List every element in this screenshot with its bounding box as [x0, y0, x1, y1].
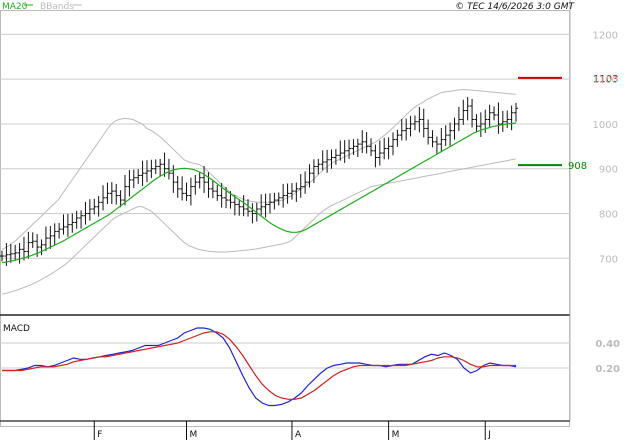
price-tick-label: 900: [599, 165, 618, 176]
resistance-label: 1103: [593, 74, 618, 85]
date-tick-label: J: [487, 430, 491, 440]
price-axis-ticks: 700 800 900 1000 1100 1200: [593, 30, 618, 265]
signal-line: [2, 331, 516, 400]
price-tick-label: 1200: [593, 30, 618, 41]
price-gridlines: [0, 33, 570, 259]
date-tick-label: M: [392, 430, 400, 440]
price-tick-label: 1100: [593, 75, 618, 86]
macd-line: [2, 327, 517, 407]
price-bars: [0, 97, 518, 266]
legend-bbands: BBands: [40, 2, 74, 12]
copyright-notice: © TEC 14/6/2026 3:0 GMT: [455, 2, 575, 12]
macd-title: MACD: [3, 324, 30, 334]
macd-axis-ticks: 0.20 0.40: [595, 339, 620, 375]
price-levels: 1103 908: [518, 74, 618, 172]
date-tick-label: M: [190, 430, 198, 440]
bband-lower-line: [1, 158, 517, 295]
macd-tick-label: 0.40: [595, 339, 620, 350]
bband-upper-line: [1, 88, 517, 250]
ma20-path: [1, 122, 517, 264]
support-label: 908: [568, 161, 587, 172]
bollinger-bands: [1, 88, 517, 295]
macd-tick-label: 0.20: [595, 364, 620, 375]
macd-gridlines: [0, 342, 570, 369]
price-tick-label: 1000: [593, 120, 618, 131]
price-tick-label: 800: [599, 209, 618, 220]
macd-lines: [2, 327, 517, 407]
legend-ma20: MA20: [2, 2, 28, 12]
ma20-line: [1, 122, 517, 264]
price-tick-label: 700: [599, 254, 618, 265]
date-tick-label: A: [295, 430, 302, 440]
date-tick-label: F: [97, 430, 102, 440]
